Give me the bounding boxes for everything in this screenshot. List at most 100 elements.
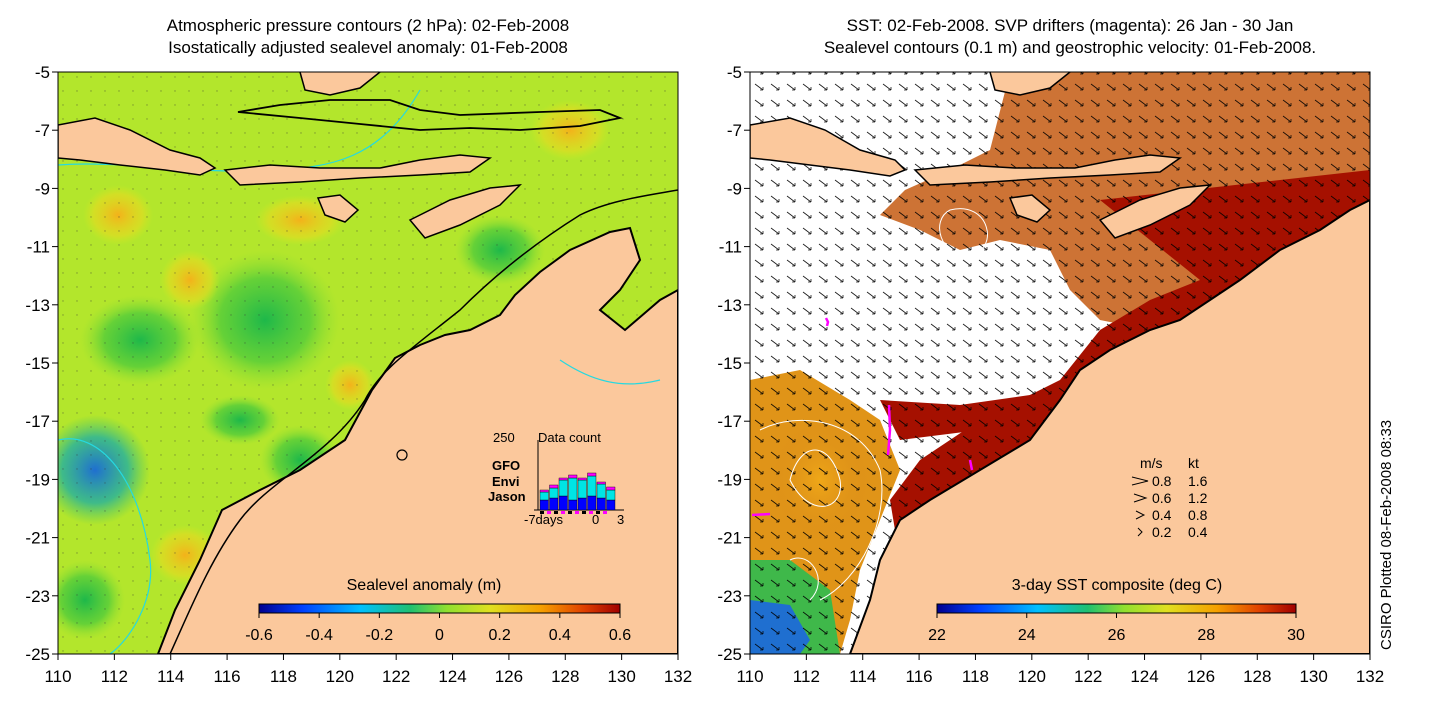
- colorbar-tick-label: 0.2: [489, 627, 511, 644]
- sulawesi-land: [989, 72, 1071, 96]
- inset-xtick: 0: [592, 512, 599, 527]
- left-map-title: Atmospheric pressure contours (2 hPa): 0…: [58, 15, 678, 59]
- sst-colorbar-label: 3-day SST composite (deg C): [1012, 577, 1222, 594]
- velocity-legend-rows: 0.8 1.60.6 1.20.4 0.80.2 0.4: [1131, 473, 1208, 540]
- velocity-kt-value: 1.6: [1188, 473, 1208, 489]
- x-tick-label: 132: [664, 667, 692, 686]
- inset-title: Data count: [538, 430, 601, 445]
- inset-xtick: -7days: [524, 512, 564, 527]
- sumba-island: [1008, 194, 1052, 223]
- inset-bar: [539, 491, 549, 501]
- colorbar-tick-label: 26: [1108, 627, 1126, 644]
- y-tick-label: -15: [25, 354, 50, 373]
- x-tick-label: 130: [607, 667, 635, 686]
- inset-legend-jason: Jason: [488, 489, 526, 504]
- velocity-legend: m/s kt 0.8 1.60.6 1.20.4 0.80.2 0.4: [1131, 455, 1208, 540]
- svp-drifter-track: [751, 512, 771, 517]
- x-tick-label: 132: [1356, 667, 1384, 686]
- x-tick-label: 112: [101, 667, 128, 686]
- velocity-kt-value: 0.8: [1188, 507, 1208, 523]
- inset-bar: [606, 486, 616, 491]
- inset-bar: [549, 487, 559, 499]
- colorbar-tick-label: 30: [1287, 627, 1305, 644]
- left-title-line2: Isostatically adjusted sealevel anomaly:…: [168, 38, 568, 57]
- x-tick-label: 110: [736, 667, 763, 686]
- y-tick-label: -21: [25, 529, 50, 548]
- y-tick-label: -25: [717, 645, 742, 664]
- velocity-arrow-icon: [1133, 493, 1148, 503]
- inset-pass-marker: [568, 511, 572, 514]
- coastline: [237, 99, 624, 131]
- inset-pass-marker: [561, 511, 565, 514]
- velocity-legend-ms-header: m/s: [1140, 455, 1163, 471]
- inset-bar: [596, 497, 606, 511]
- inset-bar: [568, 477, 578, 501]
- x-tick-label: 114: [849, 667, 876, 686]
- sla-colorbar-label: Sealevel anomaly (m): [347, 577, 502, 594]
- left-title-line1: Atmospheric pressure contours (2 hPa): 0…: [166, 16, 570, 35]
- x-tick-label: 114: [157, 667, 184, 686]
- colorbar-tick-label: 0.6: [609, 627, 631, 644]
- inset-bar: [568, 499, 578, 511]
- y-tick-label: -13: [717, 296, 742, 315]
- y-tick-label: -5: [35, 63, 50, 82]
- inset-bar: [568, 474, 578, 479]
- velocity-legend-kt-header: kt: [1188, 455, 1199, 471]
- inset-bar: [606, 489, 616, 501]
- y-tick-label: -13: [25, 296, 50, 315]
- svp-drifter-track: [824, 317, 830, 327]
- right-x-ticks: 110 112 114 116 118 120 122 124 126 128 130 132: [736, 654, 1384, 686]
- inset-bar: [587, 475, 597, 497]
- velocity-kt-value: 1.2: [1188, 490, 1208, 506]
- island-marker: [396, 449, 408, 461]
- inset-bar: [549, 497, 559, 511]
- colorbar-tick-label: -0.2: [366, 627, 394, 644]
- velocity-ms-value: 0.2: [1152, 524, 1172, 540]
- inset-bar: [577, 497, 587, 511]
- pressure-contour: [559, 359, 661, 385]
- inset-pass-marker: [547, 511, 551, 514]
- left-y-ticks: -5 -7 -9 -11 -13 -15 -17 -19 -21 -23 -25: [25, 63, 58, 664]
- sst-colorbar-bar: [936, 603, 1297, 614]
- sumba-island: [316, 194, 360, 223]
- sla-colorbar: Sealevel anomaly (m) -0.6 -0.4 -0.2 0 0.2 0.4…: [245, 577, 631, 644]
- inset-legend-gfo: GFO: [492, 458, 520, 473]
- australia-land: [848, 198, 1370, 654]
- java-island: [58, 117, 217, 176]
- sealevel-contour: [759, 419, 883, 601]
- colorbar-tick-label: 28: [1197, 627, 1215, 644]
- left-x-ticks: 110 112 114 116 118 120 122 124 126 128 130 132: [44, 654, 692, 686]
- timor-island: [408, 184, 523, 239]
- plot-credit: CSIRO Plotted 08-Feb-2008 08:33: [1378, 419, 1395, 650]
- colorbar-tick-label: 0.4: [549, 627, 571, 644]
- inset-pass-marker: [603, 511, 607, 514]
- inset-bar: [539, 489, 549, 493]
- x-tick-label: 122: [382, 667, 410, 686]
- java-island: [750, 117, 907, 177]
- sealevel-contour: [789, 449, 841, 507]
- inset-pass-marker: [554, 511, 558, 514]
- x-tick-label: 128: [551, 667, 579, 686]
- x-tick-label: 112: [793, 667, 820, 686]
- svp-drifter-track: [886, 404, 892, 456]
- y-tick-label: -9: [727, 179, 742, 198]
- y-tick-label: -15: [717, 354, 742, 373]
- x-tick-label: 120: [1018, 667, 1046, 686]
- x-tick-label: 118: [270, 667, 297, 686]
- sla-colorbar-ticks: -0.6 -0.4 -0.2 0 0.2 0.4 0.6: [245, 613, 631, 644]
- sst-map: [750, 72, 1370, 654]
- velocity-ms-value: 0.4: [1152, 507, 1172, 523]
- x-tick-label: 124: [438, 667, 466, 686]
- nusa-tenggara-islands: [913, 154, 1183, 186]
- y-tick-label: -21: [717, 529, 742, 548]
- colorbar-tick-label: -0.6: [245, 627, 273, 644]
- x-tick-label: 122: [1074, 667, 1102, 686]
- velocity-ms-value: 0.6: [1152, 490, 1172, 506]
- velocity-arrow-icon: [1135, 510, 1146, 520]
- data-count-inset: 250 Data count GFO Envi Jason -7days 0 3: [488, 430, 624, 527]
- y-tick-label: -7: [35, 121, 50, 140]
- inset-bar: [587, 472, 597, 477]
- y-tick-label: -5: [727, 63, 742, 82]
- sealevel-anomaly-map: [58, 72, 678, 654]
- right-title-line1: SST: 02-Feb-2008. SVP drifters (magenta)…: [846, 16, 1294, 35]
